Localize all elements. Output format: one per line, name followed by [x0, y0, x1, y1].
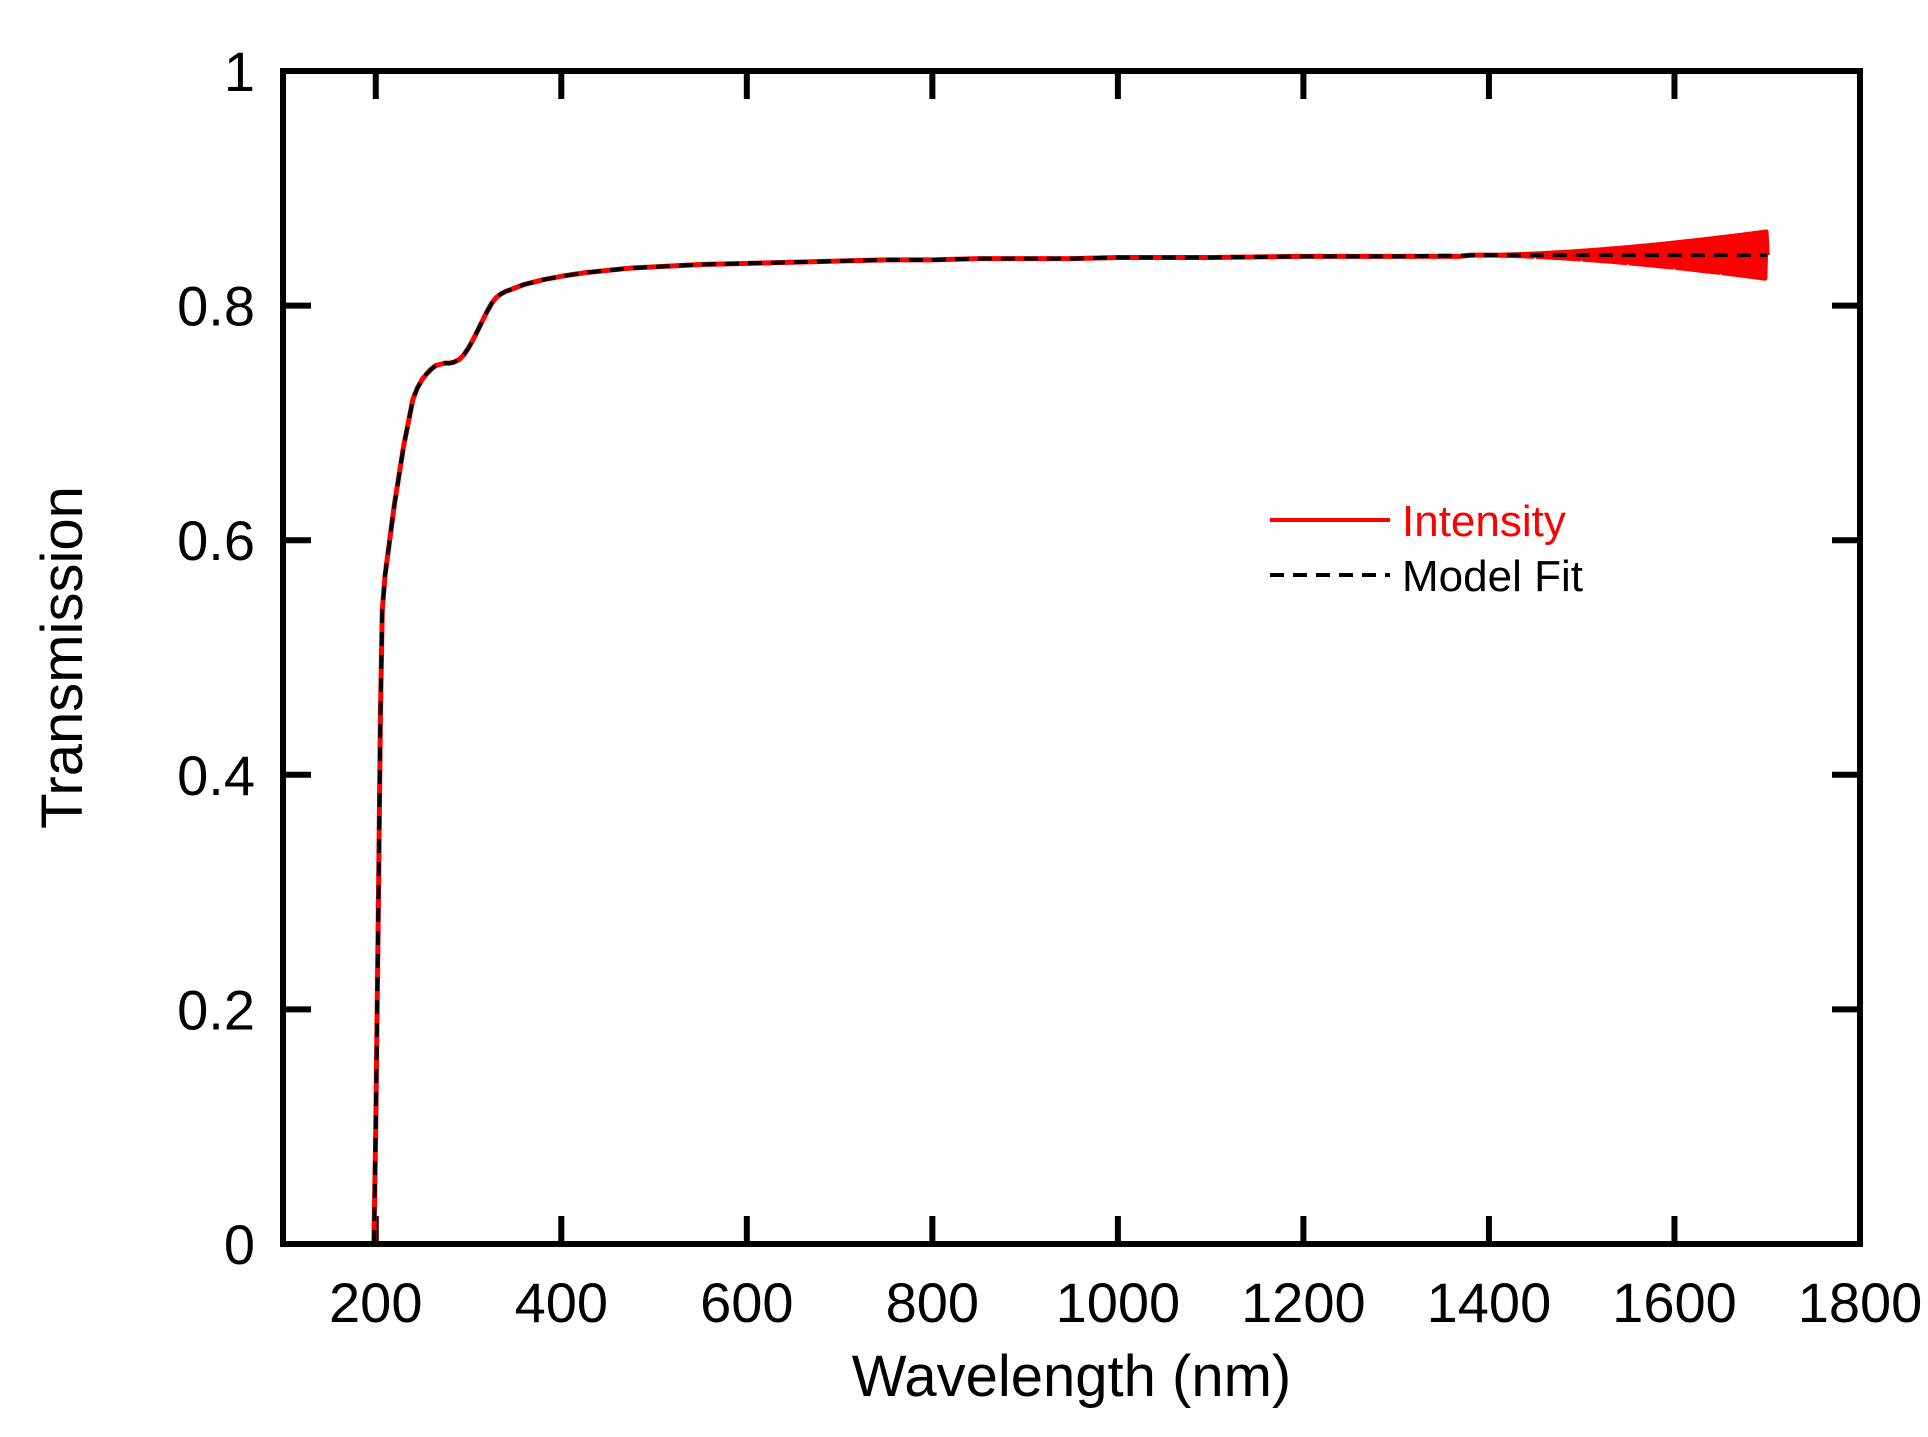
y-tick-label: 1 — [224, 40, 255, 103]
series-line-model-fit — [371, 253, 1768, 1245]
x-tick-label: 1400 — [1427, 1271, 1552, 1334]
x-tick-label: 1800 — [1798, 1271, 1923, 1334]
y-tick-label: 0.8 — [177, 275, 255, 338]
y-tick-label: 0.4 — [177, 744, 255, 807]
series-line-intensity — [371, 229, 1770, 1245]
x-tick-label: 800 — [886, 1271, 979, 1334]
legend-label: Model Fit — [1402, 552, 1583, 601]
y-axis-title: Transmission — [30, 486, 95, 829]
x-tick-label: 1000 — [1056, 1271, 1181, 1334]
legend-label: Intensity — [1402, 497, 1566, 546]
x-tick-label: 200 — [329, 1271, 422, 1334]
x-tick-label: 400 — [515, 1271, 608, 1334]
plot-frame — [280, 68, 1863, 1247]
y-tick-label: 0.6 — [177, 509, 255, 572]
y-tick-label: 0 — [224, 1213, 255, 1276]
x-axis-title: Wavelength (nm) — [852, 1344, 1291, 1409]
legend: Intensity Model Fit — [1270, 497, 1583, 601]
labels-layer: 200 400 600 800 1000 1200 1400 1600 1800 0 0.2 0.4 0… — [177, 40, 1922, 1334]
x-tick-label: 600 — [700, 1271, 793, 1334]
x-tick-label: 1600 — [1612, 1271, 1737, 1334]
series-layer — [371, 229, 1770, 1245]
x-tick-label: 1200 — [1241, 1271, 1366, 1334]
y-tick-label: 0.2 — [177, 978, 255, 1041]
